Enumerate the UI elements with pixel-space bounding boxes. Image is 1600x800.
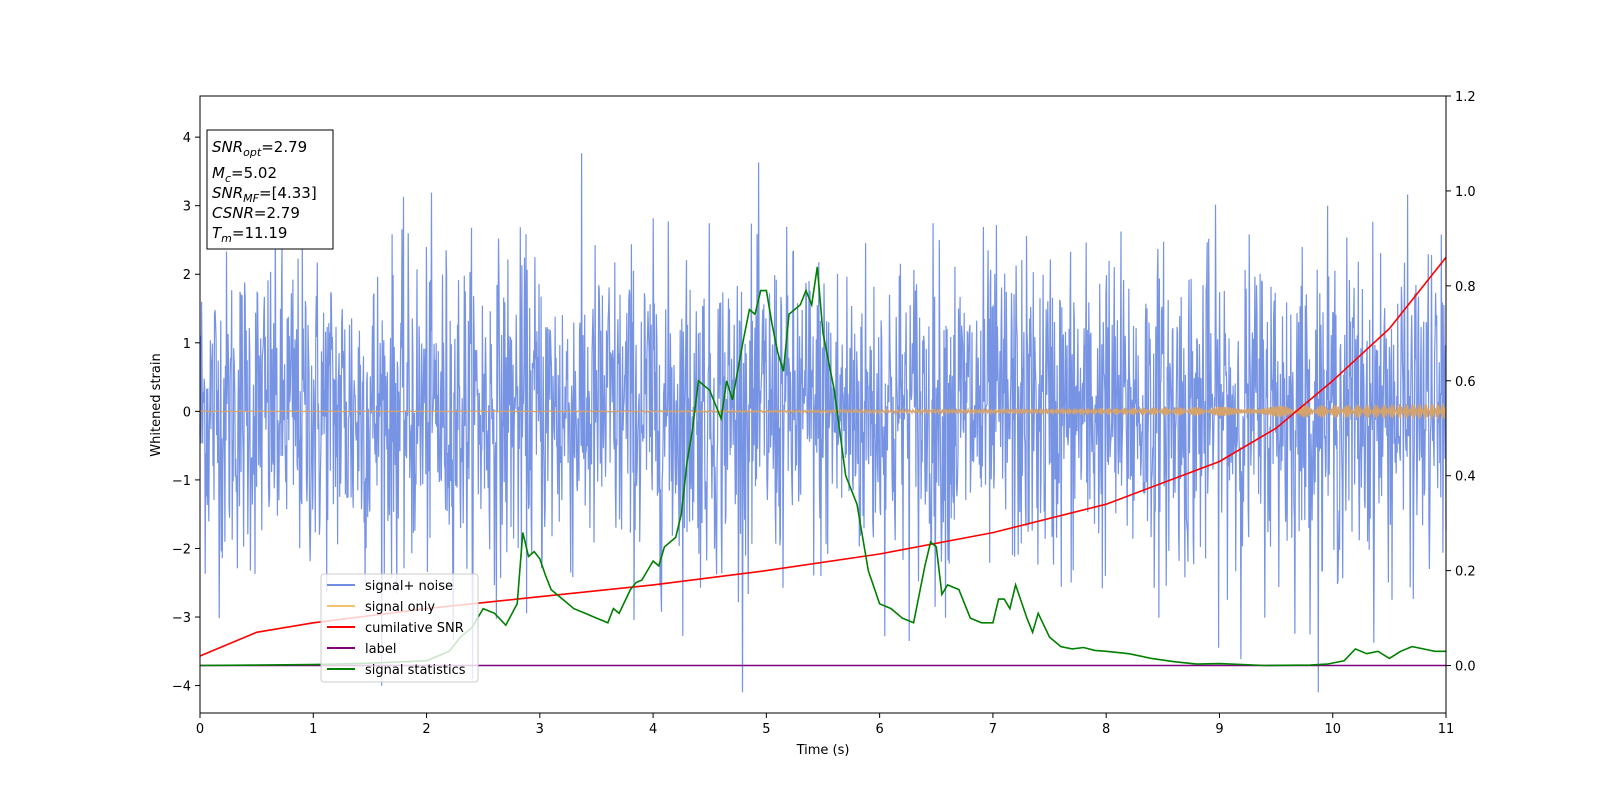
- x-tick-label: 9: [1215, 722, 1223, 737]
- info-tm: Tm=11.19: [212, 224, 287, 245]
- y-left-tick-label: −2: [172, 542, 191, 557]
- x-tick-label: 3: [536, 722, 544, 737]
- signal-only-line: [199, 403, 1447, 420]
- y-left-tick-label: 4: [183, 131, 191, 146]
- y-axis-right: 0.0 0.2 0.4 0.6 0.8 1.0 1.2: [1446, 90, 1476, 675]
- info-box: SNRopt=2.79 Mc=5.02 SNRMF=[4.33] CSNR=2.…: [206, 129, 334, 250]
- y-right-tick-label: 0.0: [1455, 660, 1476, 675]
- legend-entry: signal statistics: [327, 663, 466, 678]
- y-right-tick-label: 1.2: [1455, 90, 1476, 105]
- y-axis-left: −4 −3 −2 −1 0 1 2 3 4: [172, 131, 200, 695]
- y-right-tick-label: 0.6: [1455, 375, 1476, 390]
- x-tick-label: 5: [762, 722, 770, 737]
- x-tick-label: 4: [649, 722, 657, 737]
- legend: signal+ noise signal only cumilative SNR…: [320, 573, 479, 683]
- legend-label: cumilative SNR: [365, 621, 464, 636]
- y-left-tick-label: −1: [172, 474, 191, 489]
- y-left-tick-label: 2: [183, 268, 191, 283]
- x-tick-label: 10: [1324, 722, 1341, 737]
- series-signal-noise: [199, 153, 1447, 693]
- legend-label: signal only: [365, 600, 435, 615]
- series-signal-statistics: [199, 266, 1446, 667]
- x-axis-label: Time (s): [796, 743, 850, 758]
- y-left-tick-label: 3: [183, 200, 191, 215]
- x-axis: 0 1 2 3 4 5 6 7 8 9 10 11: [196, 713, 1454, 737]
- legend-label: signal+ noise: [365, 579, 453, 594]
- x-tick-label: 6: [875, 722, 883, 737]
- plot-frame: [199, 95, 1447, 714]
- legend-entry: signal+ noise: [327, 579, 453, 594]
- legend-label: signal statistics: [365, 663, 466, 678]
- signal-statistics-line: [199, 266, 1446, 667]
- info-csnr: CSNR=2.79: [212, 204, 300, 222]
- y-axis-label: Whitened strain: [149, 353, 164, 456]
- legend-entry: signal only: [327, 600, 435, 615]
- legend-entry: label: [327, 642, 396, 657]
- y-right-tick-label: 0.8: [1455, 280, 1476, 295]
- y-left-tick-label: 0: [183, 405, 191, 420]
- y-right-tick-label: 1.0: [1455, 185, 1476, 200]
- legend-label: label: [365, 642, 396, 657]
- legend-entry: cumilative SNR: [327, 621, 464, 636]
- x-tick-label: 11: [1438, 722, 1455, 737]
- x-tick-label: 1: [309, 722, 317, 737]
- x-tick-label: 7: [989, 722, 997, 737]
- y-left-tick-label: −4: [172, 680, 191, 695]
- x-tick-label: 0: [196, 722, 204, 737]
- x-tick-label: 8: [1102, 722, 1110, 737]
- info-mc: Mc=5.02: [212, 164, 277, 185]
- y-left-tick-label: 1: [183, 337, 191, 352]
- y-right-tick-label: 0.4: [1455, 470, 1476, 485]
- y-left-tick-label: −3: [172, 611, 191, 626]
- series-signal-only: [199, 403, 1447, 420]
- signal-noise-line: [199, 153, 1447, 693]
- info-snr-mf: SNRMF=[4.33]: [212, 184, 317, 205]
- info-snr-opt: SNRopt=2.79: [212, 138, 307, 159]
- x-tick-label: 2: [422, 722, 430, 737]
- y-right-tick-label: 0.2: [1455, 565, 1476, 580]
